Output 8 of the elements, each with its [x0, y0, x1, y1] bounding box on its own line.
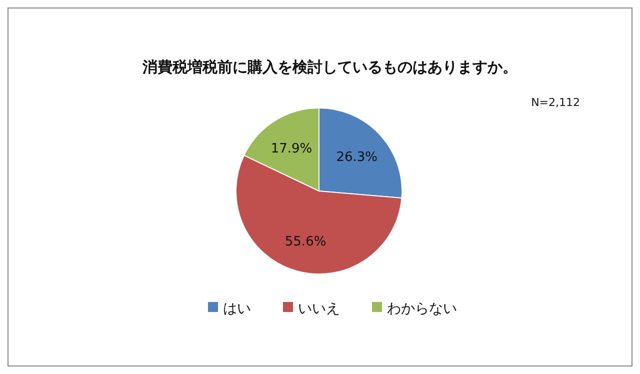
legend-label: わからない: [387, 301, 457, 317]
legend-label: はい: [223, 301, 251, 317]
data-label: 26.3%: [336, 150, 378, 166]
data-label: 17.9%: [270, 141, 312, 156]
text: N=2,112: [531, 96, 580, 109]
legend-label: いいえ: [298, 301, 340, 317]
data-label: 55.6%: [284, 234, 326, 250]
chart-title: 消費税増税前に購入を検討しているものはありますか。: [142, 58, 518, 76]
